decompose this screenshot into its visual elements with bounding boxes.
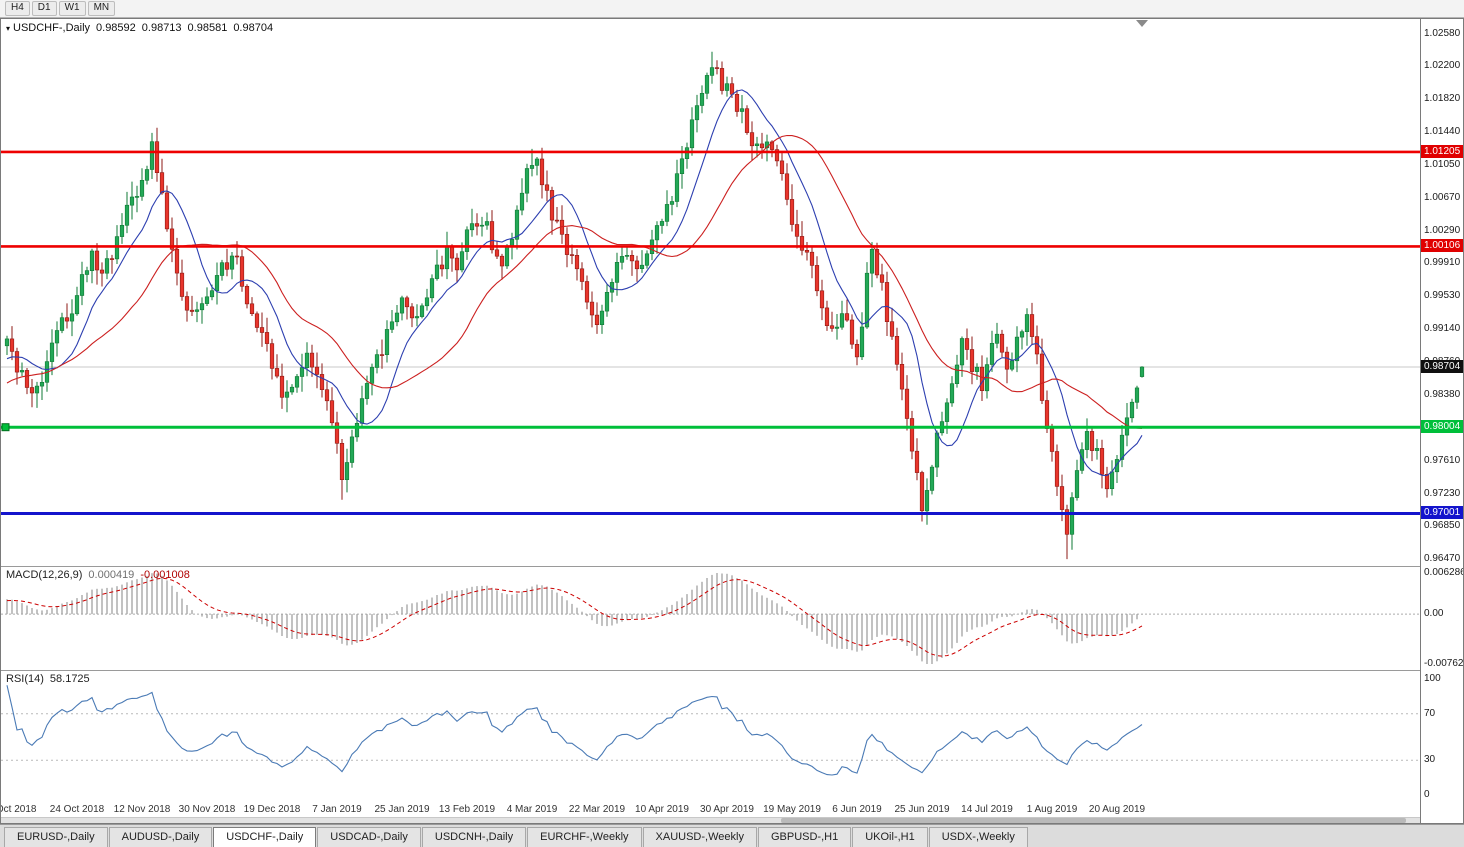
date-label: 7 Jan 2019 [312,804,362,815]
symbol-dropdown-icon[interactable]: ▾ [6,24,11,33]
date-label: 4 Mar 2019 [506,804,558,815]
date-label: 30 Nov 2018 [178,804,236,815]
price-level-badge: 1.00106 [1421,239,1463,253]
horizontal-scrollbar[interactable] [1,817,1420,823]
rsi-axis-label: 0 [1424,789,1430,800]
chart-symbol-line: ▾ USDCHF-,Daily 0.98592 0.98713 0.98581 0.987… [6,22,273,34]
chart-tab-EURCHF-Weekly[interactable]: EURCHF-,Weekly [527,827,642,847]
chart-tab-USDX-Weekly[interactable]: USDX-,Weekly [928,827,1028,847]
chart-tab-XAUUSD-Weekly[interactable]: XAUUSD-,Weekly [642,827,757,847]
price-tick: 1.01440 [1424,125,1461,137]
macd-signal-value: -0.001008 [140,569,190,581]
date-label: 19 Dec 2018 [243,804,301,815]
date-label: 24 Oct 2018 [49,804,105,815]
ohlc-close: 0.98704 [233,22,274,34]
macd-header: MACD(12,26,9) 0.000419 -0.001008 [6,569,190,581]
price-tick: 0.97230 [1424,487,1461,499]
chart-shift-marker [1136,20,1148,27]
chart-tab-AUDUSD-Daily[interactable]: AUDUSD-,Daily [108,827,213,847]
rsi-canvas[interactable] [1,671,1420,803]
rsi-axis-label: 30 [1424,754,1436,766]
price-level-badge: 0.98004 [1421,420,1463,434]
date-label: 5 Oct 2018 [1,804,37,815]
macd-axis-label: 0.00 [1424,608,1444,620]
price-tick: 1.00290 [1424,224,1461,236]
date-label: 22 Mar 2019 [568,804,626,815]
chart-tab-USDCHF-Daily[interactable]: USDCHF-,Daily [213,827,317,847]
price-tick: 1.02580 [1424,27,1461,39]
price-tick: 0.96470 [1424,553,1461,565]
chart-tab-USDCNH-Daily[interactable]: USDCNH-,Daily [421,827,527,847]
date-label: 12 Nov 2018 [113,804,171,815]
time-axis: 5 Oct 2018 24 Oct 2018 12 Nov 2018 30 Nov 2… [1,803,1420,817]
chart-panels: 5 Oct 2018 24 Oct 2018 12 Nov 2018 30 Nov 2… [1,19,1420,823]
price-scale[interactable]: 1.02580 1.02200 1.01820 1.01440 1.01050 1.006… [1420,19,1463,823]
rsi-label: RSI(14) [6,673,44,685]
timeframe-toolbar: H4 D1 W1 MN [0,0,1464,18]
panel-separator[interactable] [1,566,1420,567]
panel-separator[interactable] [1,670,1420,671]
macd-canvas[interactable] [1,567,1420,670]
price-tick: 0.97610 [1424,455,1461,467]
chart-tab-GBPUSD-H1[interactable]: GBPUSD-,H1 [757,827,852,847]
price-tick: 0.96850 [1424,520,1461,532]
price-tick: 1.02200 [1424,60,1461,72]
date-label: 13 Feb 2019 [438,804,496,815]
chart-window: 5 Oct 2018 24 Oct 2018 12 Nov 2018 30 Nov 2… [0,18,1464,824]
price-tick: 1.01050 [1424,159,1461,171]
rsi-header: RSI(14) 58.1725 [6,673,90,685]
timeframe-button-H4[interactable]: H4 [5,1,30,16]
macd-axis-label: -0.00762 [1424,658,1463,669]
macd-main-value: 0.000419 [88,569,135,581]
hscroll-thumb[interactable] [781,818,1406,823]
timeframe-button-MN[interactable]: MN [87,1,116,16]
date-label: 6 Jun 2019 [832,804,882,815]
chart-tab-USDCAD-Daily[interactable]: USDCAD-,Daily [317,827,421,847]
macd-label: MACD(12,26,9) [6,569,83,581]
date-label: 19 May 2019 [763,804,821,815]
ohlc-high: 0.98713 [141,22,182,34]
main-chart-canvas[interactable] [1,19,1420,566]
price-level-badge: 0.97001 [1421,506,1463,520]
date-label: 30 Apr 2019 [700,804,754,815]
macd-axis-label: 0.006286 [1424,567,1463,578]
price-tick: 0.99140 [1424,323,1461,335]
symbol-title: USDCHF-,Daily [13,22,91,34]
price-tick: 1.00670 [1424,191,1461,203]
chart-tab-UKOil-H1[interactable]: UKOil-,H1 [852,827,928,847]
price-tick: 0.99910 [1424,257,1461,269]
timeframe-button-D1[interactable]: D1 [31,1,57,16]
chart-tab-EURUSD-Daily[interactable]: EURUSD-,Daily [4,827,108,847]
ohlc-low: 0.98581 [187,22,228,34]
price-level-badge: 1.01205 [1421,144,1463,158]
date-label: 20 Aug 2019 [1088,804,1146,815]
date-label: 25 Jun 2019 [894,804,950,815]
timeframe-button-W1[interactable]: W1 [58,1,86,16]
ohlc-open: 0.98592 [96,22,136,34]
rsi-value: 58.1725 [49,673,90,685]
price-level-badge: 0.98704 [1421,359,1463,373]
price-tick: 0.99530 [1424,289,1461,301]
date-label: 14 Jul 2019 [961,804,1013,815]
date-label: 1 Aug 2019 [1026,804,1078,815]
rsi-axis-label: 70 [1424,707,1436,719]
price-tick: 0.98380 [1424,388,1461,400]
date-label: 25 Jan 2019 [374,804,430,815]
chart-tabs-bar: EURUSD-,Daily AUDUSD-,Daily USDCHF-,Daily U… [0,824,1464,847]
rsi-axis-label: 100 [1424,673,1441,684]
date-label: 10 Apr 2019 [635,804,689,815]
price-tick: 1.01820 [1424,92,1461,104]
